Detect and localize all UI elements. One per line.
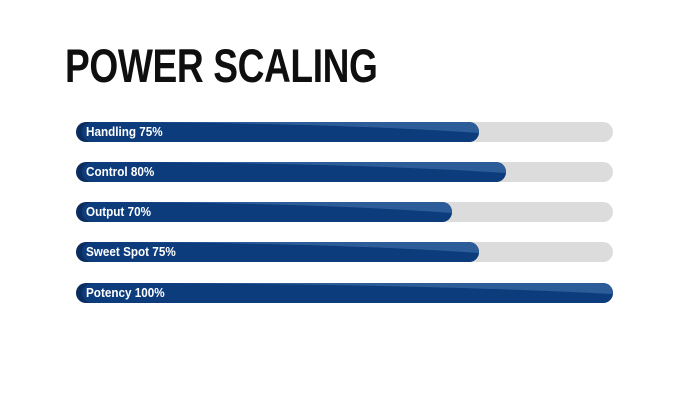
bar-highlight	[128, 242, 479, 253]
bar-fill	[76, 202, 452, 222]
bar-svg	[76, 283, 613, 303]
bar-row-potency: Potency 100%	[76, 283, 613, 303]
bar-row-control: Control 80%	[76, 162, 613, 182]
bar-row-sweet-spot: Sweet Spot 75%	[76, 242, 613, 262]
bar-row-handling: Handling 75%	[76, 122, 613, 142]
bar-highlight	[131, 162, 506, 173]
bar-label: Sweet Spot 75%	[86, 244, 176, 260]
bar-fill	[76, 283, 613, 303]
bar-label: Control 80%	[86, 164, 155, 180]
bar-highlight	[124, 202, 452, 213]
bar-label: Handling 75%	[86, 124, 163, 140]
bar-svg	[76, 202, 613, 222]
bar-fill	[76, 122, 479, 142]
bar-svg	[76, 122, 613, 142]
bar-label: Output 70%	[86, 204, 152, 220]
bar-fill	[76, 162, 506, 182]
bar-highlight	[128, 122, 479, 133]
page-title: POWER SCALING	[65, 39, 378, 92]
bar-label: Potency 100%	[86, 285, 165, 301]
bar-row-output: Output 70%	[76, 202, 613, 222]
bar-highlight	[145, 283, 613, 294]
bar-svg	[76, 162, 613, 182]
bar-fill	[76, 242, 479, 262]
bar-svg	[76, 242, 613, 262]
